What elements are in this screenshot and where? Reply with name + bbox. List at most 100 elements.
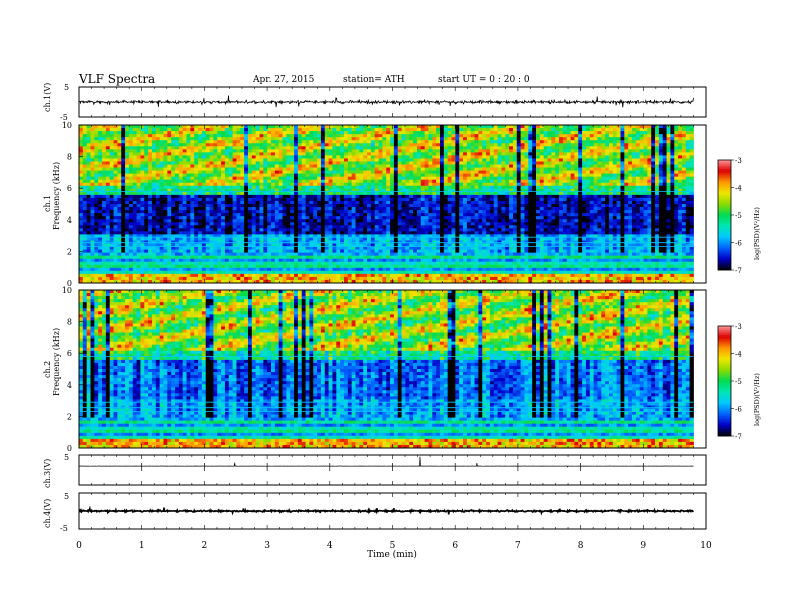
- spectrogram-cell: [156, 158, 160, 161]
- spectrogram-cell: [98, 192, 102, 195]
- spectrogram-cell: [129, 177, 133, 180]
- spectrogram-cell: [129, 146, 133, 149]
- spectrogram-cell: [202, 237, 206, 240]
- spectrogram-cell: [133, 268, 137, 271]
- spectrogram-cell: [125, 195, 129, 198]
- spectrogram-cell: [133, 216, 137, 219]
- spectrogram-cell: [94, 204, 98, 207]
- spectrogram-cell: [98, 183, 102, 186]
- spectrogram-cell: [94, 158, 98, 161]
- spectrogram-cell: [160, 250, 164, 253]
- spectrogram-cell: [79, 131, 83, 134]
- spectrogram-cell: [106, 262, 110, 265]
- spectrogram-cell: [175, 134, 179, 137]
- spectrogram-cell: [190, 134, 194, 137]
- spectrogram-cell: [167, 180, 171, 183]
- spectrogram-cell: [167, 131, 171, 134]
- spectrogram-cell: [91, 140, 95, 143]
- spectrogram-cell: [225, 213, 229, 216]
- spectrogram-cell: [163, 177, 167, 180]
- spectrogram-cell: [183, 277, 187, 280]
- spectrogram-cell: [167, 231, 171, 234]
- spectrogram-cell: [167, 207, 171, 210]
- spectrogram-cell: [98, 259, 102, 262]
- spectrogram-cell: [190, 253, 194, 256]
- spectrogram-cell: [79, 195, 83, 198]
- spectrogram-cell: [117, 128, 121, 131]
- spectrogram-cell: [202, 277, 206, 280]
- spectrogram-cell: [133, 213, 137, 216]
- spectrogram-cell: [125, 155, 129, 158]
- spectrogram-cell: [229, 140, 233, 143]
- spectrogram-cell: [194, 204, 198, 207]
- spectrogram-cell: [152, 256, 156, 259]
- spectrogram-cell: [83, 192, 87, 195]
- spectrogram-cell: [225, 259, 229, 262]
- spectrogram-cell: [202, 168, 206, 171]
- spectrogram-cell: [225, 228, 229, 231]
- spectrogram-cell: [152, 195, 156, 198]
- spectrogram-cell: [102, 265, 106, 268]
- spectrogram-cell: [175, 186, 179, 189]
- spectrogram-cell: [187, 143, 191, 146]
- spectrogram-cell: [160, 201, 164, 204]
- spectrogram-cell: [202, 204, 206, 207]
- spectrogram-cell: [202, 265, 206, 268]
- spectrogram-cell: [221, 268, 225, 271]
- spectrogram-cell: [206, 253, 210, 256]
- spectrogram-cell: [190, 174, 194, 177]
- spectrogram-cell: [229, 177, 233, 180]
- spectrogram-cell: [91, 161, 95, 164]
- spectrogram-cell: [83, 213, 87, 216]
- spectrogram-cell: [121, 137, 125, 140]
- spectrogram-cell: [187, 198, 191, 201]
- spectrogram-cell: [129, 231, 133, 234]
- spectrogram-cell: [210, 271, 214, 274]
- spectrogram-cell: [160, 168, 164, 171]
- spectrogram-cell: [133, 228, 137, 231]
- spectrogram-cell: [144, 201, 148, 204]
- spectrogram-cell: [125, 192, 129, 195]
- spectrogram-cell: [110, 213, 114, 216]
- spectrogram-cell: [117, 222, 121, 225]
- spectrogram-cell: [98, 240, 102, 243]
- spectrogram-cell: [102, 128, 106, 131]
- spectrogram-cell: [83, 216, 87, 219]
- spectrogram-cell: [213, 210, 217, 213]
- spectrogram-cell: [160, 210, 164, 213]
- spectrogram-cell: [94, 210, 98, 213]
- spectrogram-cell: [160, 231, 164, 234]
- spectrogram-cell: [114, 155, 118, 158]
- spectrogram-cell: [202, 165, 206, 168]
- spectrogram-cell: [190, 271, 194, 274]
- spectrogram-cell: [98, 165, 102, 168]
- spectrogram-cell: [110, 149, 114, 152]
- spectrogram-cell: [175, 125, 179, 128]
- spectrogram-cell: [206, 219, 210, 222]
- spectrogram-cell: [102, 256, 106, 259]
- spectrogram-cell: [183, 271, 187, 274]
- spectrogram-cell: [225, 198, 229, 201]
- spectrogram-cell: [171, 146, 175, 149]
- spectrogram-cell: [175, 137, 179, 140]
- spectrogram-cell: [140, 134, 144, 137]
- spectrogram-cell: [179, 259, 183, 262]
- spectrogram-cell: [229, 277, 233, 280]
- spectrogram-cell: [140, 274, 144, 277]
- spectrogram-cell: [152, 180, 156, 183]
- spectrogram-cell: [160, 165, 164, 168]
- spectrogram-cell: [137, 149, 141, 152]
- spectrogram-cell: [133, 253, 137, 256]
- spectrogram-cell: [225, 125, 229, 128]
- spectrogram-cell: [121, 174, 125, 177]
- spectrogram-cell: [175, 237, 179, 240]
- spectrogram-cell: [87, 207, 91, 210]
- spectrogram-cell: [202, 192, 206, 195]
- spectrogram-cell: [121, 128, 125, 131]
- spectrogram-cell: [179, 277, 183, 280]
- spectrogram-cell: [160, 137, 164, 140]
- spectrogram-cell: [206, 222, 210, 225]
- spectrogram-cell: [94, 174, 98, 177]
- spectrogram-cell: [187, 210, 191, 213]
- spectrogram-cell: [91, 250, 95, 253]
